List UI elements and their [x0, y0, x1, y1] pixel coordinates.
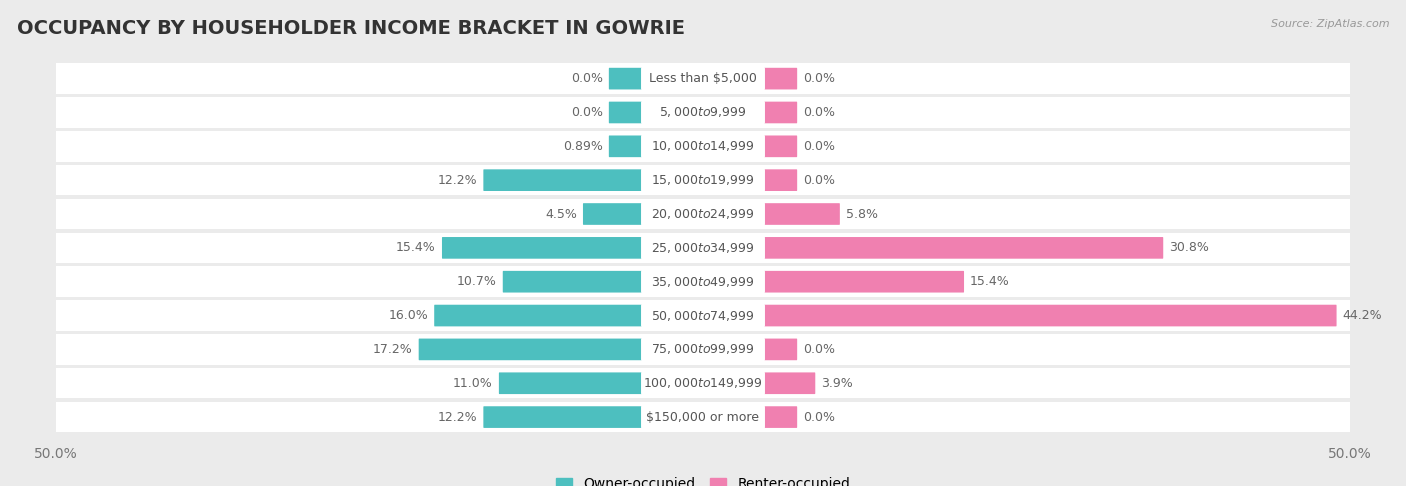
Text: 15.4%: 15.4% — [970, 275, 1010, 288]
FancyBboxPatch shape — [56, 334, 1350, 364]
Text: $15,000 to $19,999: $15,000 to $19,999 — [651, 173, 755, 187]
Text: $25,000 to $34,999: $25,000 to $34,999 — [651, 241, 755, 255]
FancyBboxPatch shape — [641, 101, 765, 123]
Text: 15.4%: 15.4% — [396, 242, 436, 254]
FancyBboxPatch shape — [484, 169, 643, 191]
FancyBboxPatch shape — [641, 271, 765, 293]
FancyBboxPatch shape — [441, 237, 643, 259]
Text: 0.0%: 0.0% — [803, 411, 835, 424]
FancyBboxPatch shape — [56, 165, 1350, 195]
FancyBboxPatch shape — [763, 237, 1163, 259]
Text: $75,000 to $99,999: $75,000 to $99,999 — [651, 343, 755, 356]
Text: 30.8%: 30.8% — [1170, 242, 1209, 254]
FancyBboxPatch shape — [763, 339, 797, 360]
FancyBboxPatch shape — [419, 339, 643, 360]
Legend: Owner-occupied, Renter-occupied: Owner-occupied, Renter-occupied — [555, 477, 851, 486]
Text: $20,000 to $24,999: $20,000 to $24,999 — [651, 207, 755, 221]
Text: 0.0%: 0.0% — [571, 72, 603, 85]
FancyBboxPatch shape — [641, 406, 765, 428]
FancyBboxPatch shape — [763, 68, 797, 89]
Text: 0.0%: 0.0% — [803, 140, 835, 153]
Text: 4.5%: 4.5% — [546, 208, 576, 221]
FancyBboxPatch shape — [434, 305, 643, 327]
FancyBboxPatch shape — [641, 203, 765, 225]
FancyBboxPatch shape — [763, 305, 1337, 327]
Text: 0.0%: 0.0% — [803, 343, 835, 356]
FancyBboxPatch shape — [56, 97, 1350, 128]
FancyBboxPatch shape — [499, 372, 643, 394]
Text: 0.0%: 0.0% — [803, 106, 835, 119]
Text: 0.0%: 0.0% — [803, 72, 835, 85]
FancyBboxPatch shape — [56, 300, 1350, 331]
Text: 5.8%: 5.8% — [846, 208, 877, 221]
FancyBboxPatch shape — [763, 203, 839, 225]
Text: Less than $5,000: Less than $5,000 — [650, 72, 756, 85]
Text: $10,000 to $14,999: $10,000 to $14,999 — [651, 139, 755, 153]
FancyBboxPatch shape — [641, 135, 765, 157]
FancyBboxPatch shape — [609, 136, 643, 157]
FancyBboxPatch shape — [641, 237, 765, 259]
FancyBboxPatch shape — [763, 169, 797, 191]
FancyBboxPatch shape — [763, 102, 797, 123]
Text: $150,000 or more: $150,000 or more — [647, 411, 759, 424]
FancyBboxPatch shape — [641, 304, 765, 327]
Text: 3.9%: 3.9% — [821, 377, 853, 390]
FancyBboxPatch shape — [56, 402, 1350, 433]
Text: 44.2%: 44.2% — [1343, 309, 1382, 322]
Text: 10.7%: 10.7% — [457, 275, 496, 288]
FancyBboxPatch shape — [56, 199, 1350, 229]
FancyBboxPatch shape — [763, 136, 797, 157]
Text: Source: ZipAtlas.com: Source: ZipAtlas.com — [1271, 19, 1389, 30]
FancyBboxPatch shape — [641, 68, 765, 90]
FancyBboxPatch shape — [56, 63, 1350, 94]
FancyBboxPatch shape — [56, 131, 1350, 161]
Text: 11.0%: 11.0% — [453, 377, 494, 390]
FancyBboxPatch shape — [641, 372, 765, 395]
FancyBboxPatch shape — [56, 233, 1350, 263]
Text: $5,000 to $9,999: $5,000 to $9,999 — [659, 105, 747, 120]
Text: 0.0%: 0.0% — [803, 174, 835, 187]
FancyBboxPatch shape — [609, 102, 643, 123]
FancyBboxPatch shape — [583, 203, 643, 225]
FancyBboxPatch shape — [484, 406, 643, 428]
FancyBboxPatch shape — [763, 406, 797, 428]
Text: 12.2%: 12.2% — [437, 411, 477, 424]
Text: 16.0%: 16.0% — [388, 309, 429, 322]
Text: OCCUPANCY BY HOUSEHOLDER INCOME BRACKET IN GOWRIE: OCCUPANCY BY HOUSEHOLDER INCOME BRACKET … — [17, 19, 685, 38]
Text: $50,000 to $74,999: $50,000 to $74,999 — [651, 309, 755, 323]
FancyBboxPatch shape — [641, 338, 765, 361]
Text: 0.0%: 0.0% — [571, 106, 603, 119]
Text: 12.2%: 12.2% — [437, 174, 477, 187]
FancyBboxPatch shape — [763, 372, 815, 394]
Text: $35,000 to $49,999: $35,000 to $49,999 — [651, 275, 755, 289]
FancyBboxPatch shape — [763, 271, 965, 293]
Text: $100,000 to $149,999: $100,000 to $149,999 — [644, 376, 762, 390]
FancyBboxPatch shape — [56, 368, 1350, 399]
FancyBboxPatch shape — [641, 169, 765, 191]
Text: 17.2%: 17.2% — [373, 343, 412, 356]
Text: 0.89%: 0.89% — [562, 140, 603, 153]
FancyBboxPatch shape — [56, 266, 1350, 297]
FancyBboxPatch shape — [503, 271, 643, 293]
FancyBboxPatch shape — [609, 68, 643, 89]
